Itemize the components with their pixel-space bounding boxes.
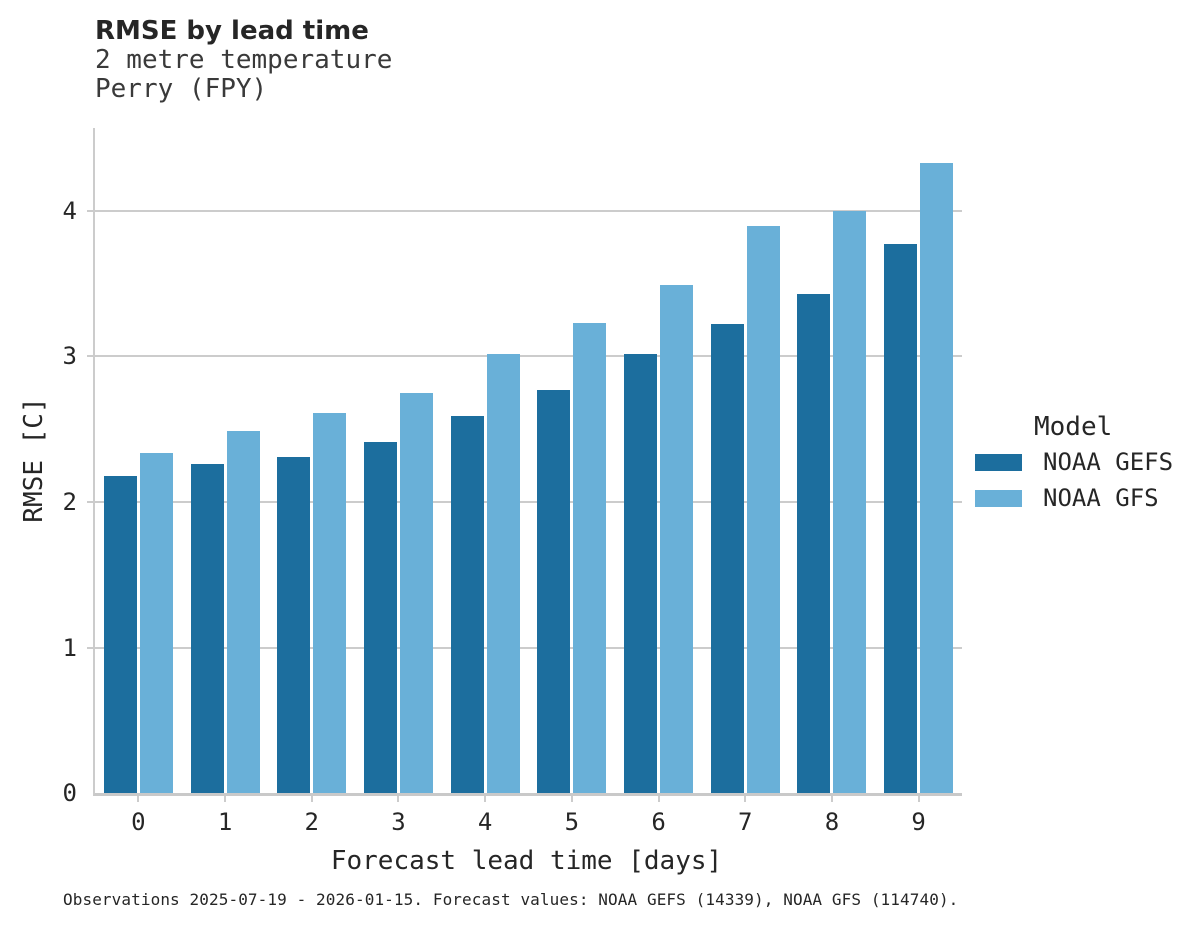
x-tick-mark-8 [830,796,833,802]
bar-group-0 [95,452,182,793]
x-tick-label-5: 5 [564,808,580,836]
x-tick-label-8: 8 [824,808,840,836]
y-tick-mark-2 [87,500,93,503]
bar-noaa-gefs-day-5 [537,389,571,793]
gridline-y-4 [95,209,962,212]
bar-noaa-gfs-day-9 [920,162,954,793]
bar-group-1 [182,430,269,793]
legend-title: Model [1034,412,1113,442]
bar-noaa-gfs-day-4 [486,353,520,793]
bar-group-7 [702,225,789,793]
bar-noaa-gfs-day-5 [573,323,607,793]
bar-noaa-gefs-day-6 [624,353,658,793]
x-tick-label-7: 7 [738,808,753,836]
x-tick-mark-5 [570,796,573,802]
x-tick-label-6: 6 [651,808,666,836]
x-tick-label-3: 3 [391,808,406,836]
chart-subtitle-station: Perry (FPY) [95,74,268,104]
y-tick-label-0: 0 [62,779,77,807]
legend-label: NOAA GFS [1043,484,1159,512]
x-tick-label-2: 2 [304,808,319,836]
x-tick-label-9: 9 [911,808,926,836]
bar-noaa-gefs-day-4 [450,416,484,793]
bar-noaa-gfs-day-2 [313,413,347,793]
legend-item-noaa-gefs: NOAA GEFS [975,450,1173,474]
y-tick-mark-4 [87,209,93,212]
x-tick-label-0: 0 [131,808,146,836]
bar-group-9 [875,162,962,793]
legend: Model NOAA GEFS NOAA GFS [975,413,1173,522]
x-tick-mark-7 [744,796,747,802]
bar-group-6 [615,285,702,793]
x-tick-mark-0 [137,796,140,802]
legend-items: NOAA GEFS NOAA GFS [975,450,1173,510]
chart-header: RMSE by lead time 2 metre temperature Pe… [95,16,392,104]
y-tick-label-1: 1 [62,633,77,662]
bar-noaa-gfs-day-1 [226,430,260,793]
y-axis-label: RMSE [C] [19,397,49,523]
bar-group-8 [789,210,876,793]
y-tick-label-3: 3 [62,342,77,371]
gridline-y-3 [95,355,962,358]
x-tick-label-1: 1 [217,808,233,836]
x-tick-mark-9 [917,796,920,802]
x-tick-mark-3 [397,796,400,802]
y-tick-label-4: 4 [62,196,77,225]
bar-noaa-gefs-day-9 [884,244,918,793]
plot-area: 0 1 2 3 4 0 1 2 3 4 5 6 7 8 9 [63,128,962,834]
chart-subtitle-variable: 2 metre temperature [95,45,393,75]
x-tick-mark-6 [657,796,660,802]
x-tick-mark-4 [484,796,487,802]
bar-noaa-gefs-day-1 [190,464,224,793]
bar-noaa-gefs-day-2 [277,456,311,793]
bar-noaa-gfs-day-3 [399,392,433,793]
bar-group-4 [442,353,529,793]
bar-noaa-gefs-day-8 [797,293,831,793]
bar-noaa-gfs-day-0 [139,452,173,793]
y-tick-mark-3 [87,355,93,358]
x-tick-mark-2 [310,796,313,802]
bar-noaa-gfs-day-8 [833,210,867,793]
bar-group-3 [355,392,442,793]
x-axis-label: Forecast lead time [days] [330,846,723,876]
bar-noaa-gefs-day-0 [103,475,137,793]
bar-noaa-gefs-day-7 [710,324,744,793]
caption-text: Observations 2025-07-19 - 2026-01-15. Fo… [63,890,959,909]
legend-swatch-noaa-gfs [975,489,1022,507]
bar-noaa-gfs-day-7 [746,225,780,793]
legend-item-noaa-gfs: NOAA GFS [975,486,1173,510]
bar-noaa-gefs-day-3 [363,442,397,793]
y-tick-mark-1 [87,646,93,649]
bar-group-5 [529,323,616,793]
x-tick-mark-1 [224,796,227,802]
legend-swatch-noaa-gefs [975,453,1022,471]
x-tick-label-4: 4 [477,808,493,836]
bar-group-2 [268,413,355,793]
gridline-y-1 [95,646,962,649]
gridline-y-2 [95,500,962,503]
y-tick-label-2: 2 [62,487,77,516]
chart-title: RMSE by lead time [95,16,369,46]
legend-label: NOAA GEFS [1043,448,1174,476]
bar-noaa-gfs-day-6 [660,285,694,793]
